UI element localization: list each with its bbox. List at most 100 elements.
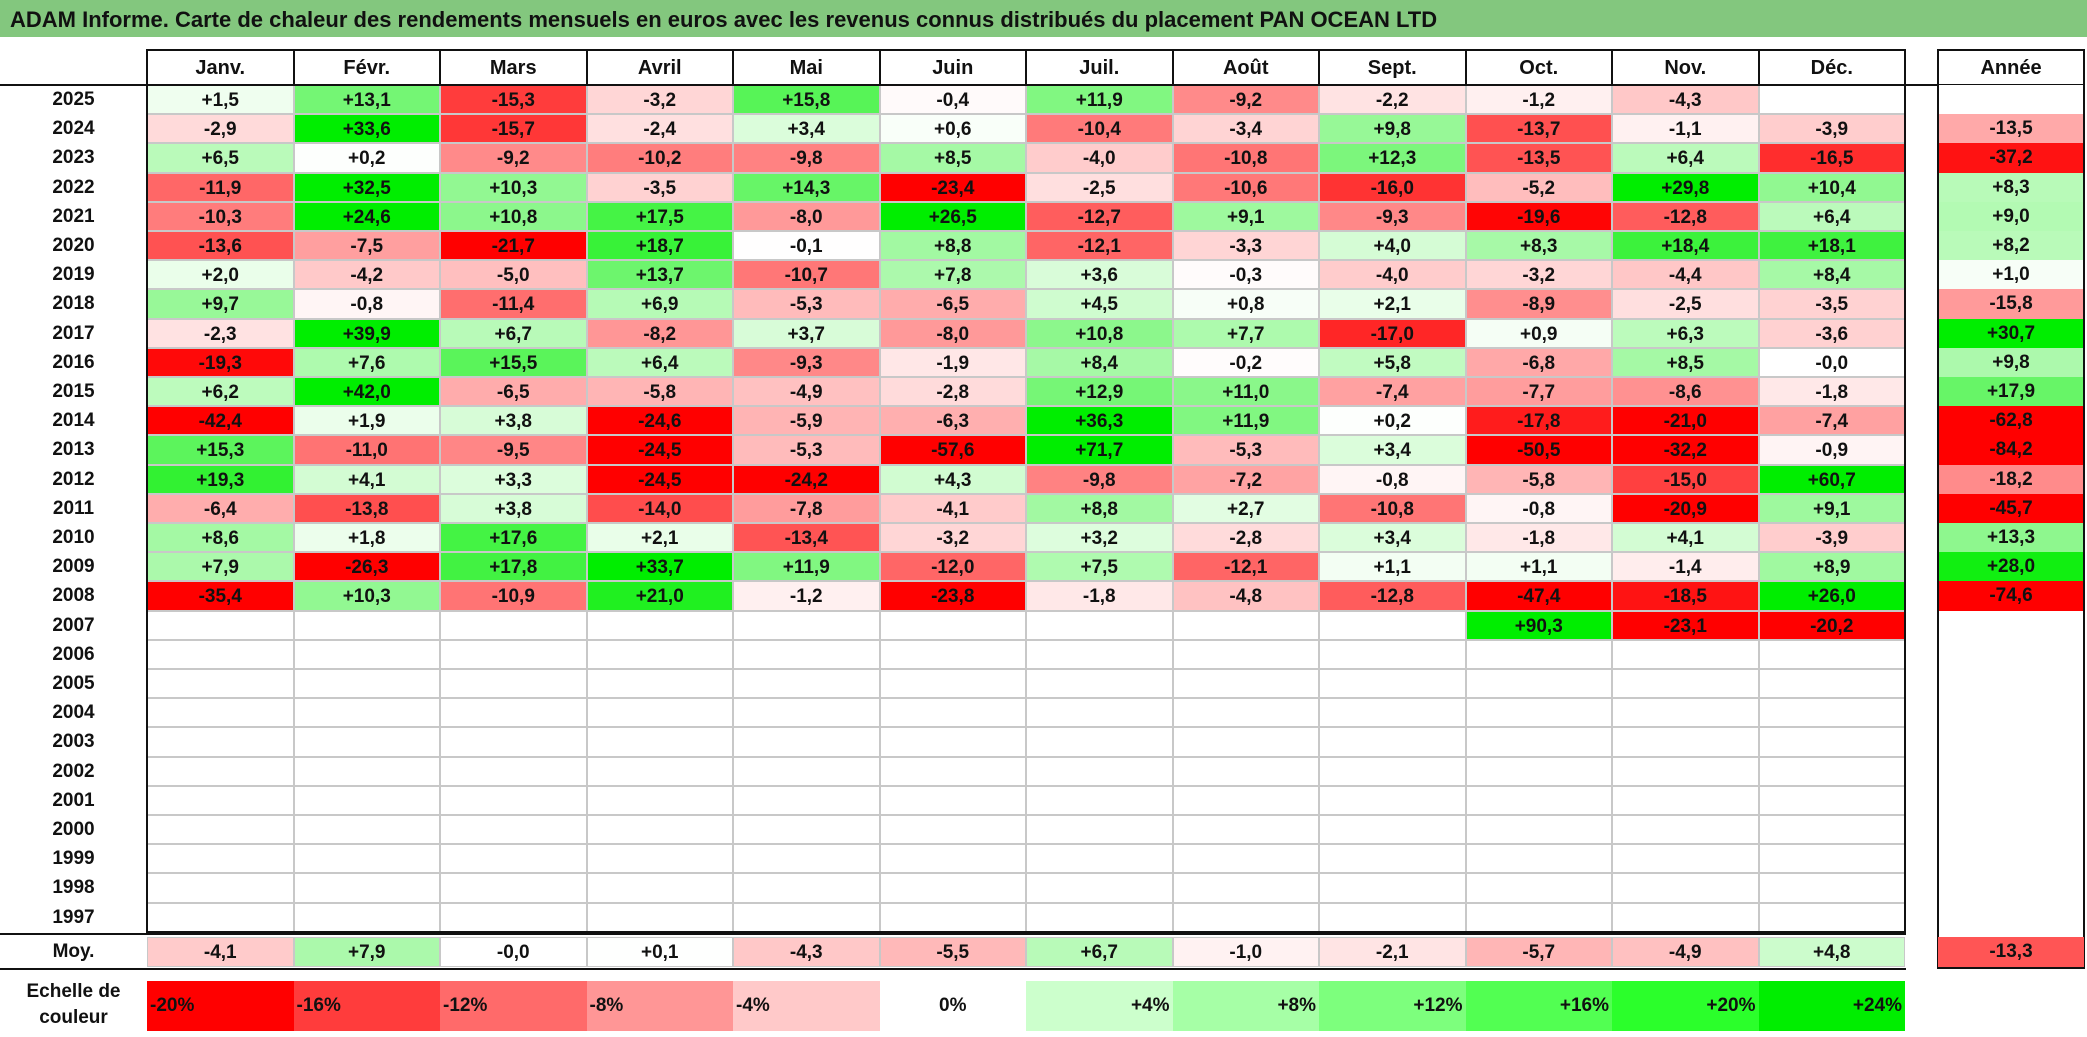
heatmap-cell [147, 610, 294, 640]
scale-swatch: -20% [147, 980, 294, 1031]
heatmap-cell: +8,3 [1465, 231, 1612, 261]
heatmap-cell: -8,6 [1612, 377, 1759, 407]
heatmap-cell [1465, 873, 1612, 903]
heatmap-cell [1612, 727, 1759, 757]
heatmap-cell: -12,1 [1026, 231, 1173, 261]
heatmap-cell [733, 756, 880, 786]
heatmap-cell: -9,8 [1026, 464, 1173, 494]
heatmap-cell: -5,8 [1465, 464, 1612, 494]
heatmap-cell: +11,9 [1026, 85, 1173, 115]
year-label: 1999 [52, 848, 95, 870]
heatmap-cell [1172, 873, 1319, 903]
scale-swatch: +12% [1319, 980, 1466, 1031]
heatmap-cell: -13,4 [733, 523, 880, 553]
heatmap-cell [440, 902, 587, 932]
year-label: 1998 [52, 877, 95, 899]
heatmap-cell: +21,0 [586, 581, 733, 611]
heatmap-cell [147, 844, 294, 874]
heatmap-cell [733, 639, 880, 669]
heatmap-cell [1026, 902, 1173, 932]
heatmap-cell: +3,7 [733, 318, 880, 348]
heatmap-cell: -15,3 [440, 85, 587, 115]
heatmap-cell [1319, 639, 1466, 669]
heatmap-cell: -5,3 [733, 435, 880, 465]
heatmap-cell [733, 873, 880, 903]
heatmap-cell [1172, 610, 1319, 640]
heatmap-cell: -18,5 [1612, 581, 1759, 611]
year-label: 2005 [52, 673, 95, 694]
heatmap-cell: -0,8 [293, 289, 440, 319]
heatmap-cell: +7,8 [879, 260, 1026, 290]
heatmap-cell: -23,8 [879, 581, 1026, 611]
heatmap-cell: +8,8 [879, 231, 1026, 261]
heatmap-cell [586, 639, 733, 669]
heatmap-cell [293, 727, 440, 757]
heatmap-cell: -47,4 [1465, 581, 1612, 611]
heatmap-cell: +15,3 [147, 435, 294, 465]
heatmap-cell [1026, 639, 1173, 669]
heatmap-cell [1026, 873, 1173, 903]
heatmap-cell: -32,2 [1612, 435, 1759, 465]
heatmap-cell [1026, 815, 1173, 845]
heatmap-cell: +1,1 [1319, 552, 1466, 582]
annual-cell: -74,6 [1938, 581, 2084, 611]
heatmap-cell [733, 815, 880, 845]
heatmap-cell: -13,7 [1465, 114, 1612, 144]
heatmap-cell: +1,8 [293, 523, 440, 553]
heatmap-cell: -15,7 [440, 114, 587, 144]
heatmap-cell: -9,8 [733, 143, 880, 173]
year-label: 2021 [52, 205, 95, 227]
heatmap-cell: +15,5 [440, 347, 587, 377]
heatmap-cell: -21,7 [440, 231, 587, 261]
heatmap-cell [440, 756, 587, 786]
annual-cell: -84,2 [1938, 435, 2084, 465]
year-label: 2024 [52, 118, 95, 140]
heatmap-cell: -3,2 [879, 523, 1026, 553]
year-label: 2007 [52, 614, 95, 636]
heatmap-cell [293, 698, 440, 728]
heatmap-cell [1465, 902, 1612, 932]
heatmap-cell: +10,8 [1026, 318, 1173, 348]
heatmap-cell: -20,2 [1758, 610, 1905, 640]
heatmap-cell: -10,7 [733, 260, 880, 290]
heatmap-cell: -6,5 [440, 377, 587, 407]
heatmap-cell [1319, 669, 1466, 699]
annual-cell: +13,3 [1938, 523, 2084, 553]
year-label: 2023 [52, 147, 95, 169]
heatmap-cell [1465, 669, 1612, 699]
heatmap-cell [879, 844, 1026, 874]
month-header: Janv. [147, 49, 294, 85]
heatmap-cell: +3,4 [733, 114, 880, 144]
scale-swatch: +20% [1612, 980, 1759, 1031]
annual-cell: +1,0 [1938, 260, 2084, 290]
heatmap-cell: +15,8 [733, 85, 880, 115]
heatmap-cell: +19,3 [147, 464, 294, 494]
annual-cell [1938, 85, 2084, 115]
scale-label: Echelle de couleur [0, 979, 147, 1031]
annual-cell: +8,3 [1938, 172, 2084, 202]
heatmap-cell [586, 873, 733, 903]
heatmap-cell: +4,3 [879, 464, 1026, 494]
heatmap-cell: +18,4 [1612, 231, 1759, 261]
heatmap-cell: +90,3 [1465, 610, 1612, 640]
heatmap-cell: -8,2 [586, 318, 733, 348]
heatmap-cell [1319, 785, 1466, 815]
heatmap-cell [1612, 902, 1759, 932]
heatmap-cell: +3,8 [440, 406, 587, 436]
heatmap-cell: -2,8 [1172, 523, 1319, 553]
heatmap-cell: +33,6 [293, 114, 440, 144]
heatmap-cell: -3,9 [1758, 114, 1905, 144]
heatmap-cell [586, 698, 733, 728]
average-cell: -5,7 [1465, 936, 1612, 967]
heatmap-cell: +8,5 [1612, 347, 1759, 377]
heatmap-cell [1465, 815, 1612, 845]
heatmap-cell: -11,4 [440, 289, 587, 319]
heatmap-cell [1172, 902, 1319, 932]
heatmap-cell: -2,2 [1319, 85, 1466, 115]
annual-cell: +9,8 [1938, 347, 2084, 377]
heatmap-cell: -1,1 [1612, 114, 1759, 144]
heatmap-cell [293, 610, 440, 640]
heatmap-cell: +2,1 [1319, 289, 1466, 319]
heatmap-cell: -0,9 [1758, 435, 1905, 465]
heatmap-cell [1172, 785, 1319, 815]
